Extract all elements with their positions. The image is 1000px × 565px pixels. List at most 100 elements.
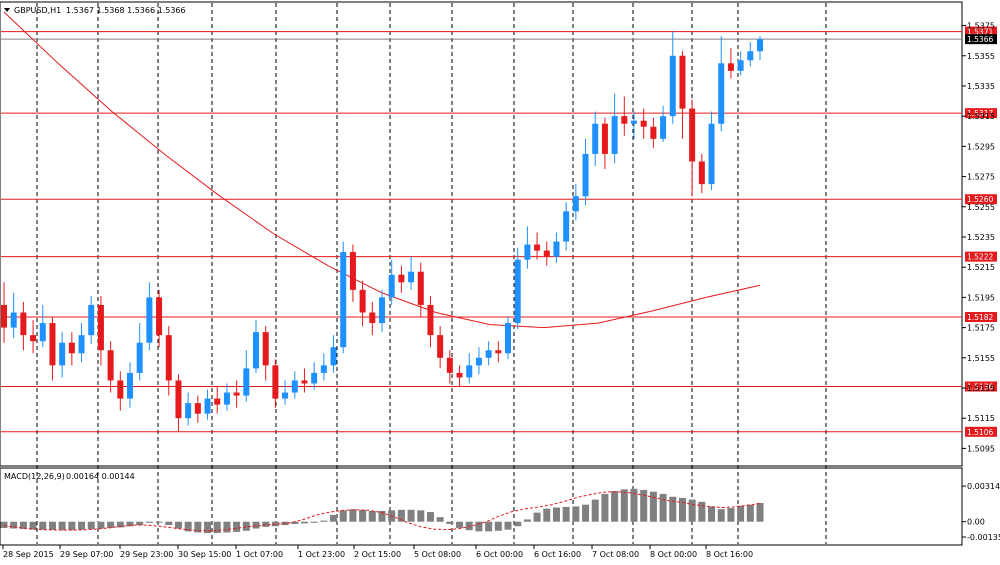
macd-histogram-bar: [562, 506, 570, 522]
macd-histogram-bar: [504, 521, 512, 530]
time-tick-label: 6 Oct 00:00: [476, 550, 523, 559]
candle-body: [446, 357, 453, 373]
level-price-tag: 1.5371: [965, 26, 997, 37]
time-tick-label: 1 Oct 07:00: [236, 550, 283, 559]
candle: [660, 105, 667, 142]
time-tick-label: 1 Oct 23:00: [298, 550, 345, 559]
candle-body: [456, 372, 463, 378]
candle-body: [582, 153, 589, 197]
price-tick-label: 1.5215: [967, 263, 995, 272]
symbol-timeframe: GBPUSD,H1: [14, 6, 61, 15]
macd-histogram-bar: [659, 493, 667, 522]
candle: [20, 301, 27, 351]
candle-body: [650, 126, 657, 139]
candle-body: [485, 350, 492, 358]
candle-body: [737, 60, 744, 71]
macd-histogram-bar: [746, 504, 754, 522]
candle-body: [534, 244, 541, 251]
macd-histogram-bar: [165, 521, 173, 526]
current-price-tag-label: 1.5366: [967, 35, 993, 44]
level-price-tag: 1.5136: [965, 381, 997, 392]
macd-histogram-bar: [174, 521, 182, 529]
candle: [456, 365, 463, 387]
candle: [107, 341, 114, 393]
candle-body: [757, 39, 763, 52]
candle-body: [311, 372, 318, 384]
macd-histogram-bar: [678, 497, 686, 522]
macd-histogram-bar: [475, 521, 483, 532]
candle-body: [427, 304, 434, 336]
candle-body: [475, 357, 482, 366]
macd-header: MACD(12,26,9) 0.00164 0.00144: [4, 472, 135, 481]
candle-body: [253, 332, 259, 369]
price-tick-label: 1.5115: [967, 414, 995, 423]
macd-tick-label: 0.00: [967, 518, 985, 527]
time-tick-label: 6 Oct 16:00: [534, 550, 581, 559]
candle: [117, 371, 124, 411]
candle-body: [175, 380, 182, 419]
macd-histogram-bar: [359, 509, 367, 522]
candle-body: [408, 271, 415, 283]
candle: [505, 317, 511, 360]
time-tick-label: 28 Sep 2015: [3, 550, 54, 559]
level-tag-bg: [965, 108, 997, 119]
level-tag-bg: [965, 251, 997, 262]
macd-tick-label: 0.00314: [967, 482, 1000, 491]
candle-body: [524, 244, 531, 260]
macd-histogram-bar: [87, 521, 95, 530]
candle: [592, 111, 599, 166]
candle: [194, 395, 201, 423]
macd-histogram-bar: [533, 512, 541, 522]
macd-histogram-bar: [126, 521, 134, 527]
price-axis[interactable]: 1.5375 1.5355 1.5335 1.5315 1.5295 1.5275 1.52…: [962, 22, 995, 454]
candle: [185, 392, 192, 426]
macd-pane-frame: [0, 467, 963, 546]
candle-body: [146, 297, 153, 343]
candle-body: [669, 55, 676, 117]
candle: [97, 295, 104, 366]
macd-histogram-bar: [397, 509, 405, 522]
time-axis[interactable]: 28 Sep 2015 29 Sep 07:00 29 Sep 23:00 30 Se…: [2, 545, 753, 559]
macd-histogram-bar: [485, 521, 493, 532]
macd-histogram-bar: [213, 521, 221, 534]
price-tick-label: 1.5255: [967, 203, 995, 212]
level-tag-label: 1.5371: [967, 28, 993, 37]
candle: [398, 265, 405, 293]
macd-histogram-bar: [368, 510, 376, 522]
candle-body: [214, 398, 221, 405]
candle: [708, 111, 715, 191]
macd-histogram-bar: [39, 521, 47, 530]
macd-histogram-bar: [407, 509, 415, 522]
macd-histogram-bar: [708, 506, 716, 522]
candle-body: [272, 365, 279, 399]
macd-histogram-bar: [552, 507, 560, 522]
candle-body: [611, 116, 618, 154]
macd-histogram-bar: [436, 517, 444, 522]
candle: [650, 117, 657, 148]
candle: [727, 48, 734, 79]
macd-histogram-bar: [727, 508, 735, 522]
macd-histogram-bar: [291, 521, 299, 524]
triangle-down-icon[interactable]: [4, 8, 10, 12]
macd-histogram-bar: [300, 521, 308, 524]
candle: [679, 51, 686, 139]
candle-body: [727, 63, 734, 71]
candle-body: [78, 335, 85, 354]
candle-body: [156, 297, 163, 336]
macd-histogram-bar: [339, 510, 347, 522]
candle-body: [10, 312, 17, 328]
macd-histogram-bar: [0, 521, 8, 528]
candle: [204, 389, 211, 420]
macd-histogram-bar: [155, 521, 163, 523]
level-price-tag: 1.5182: [965, 312, 997, 323]
candle: [631, 111, 637, 139]
macd-histogram-bar: [378, 510, 386, 522]
candle: [330, 335, 337, 373]
price-tick-label: 1.5135: [967, 384, 995, 393]
candle-body: [301, 380, 308, 384]
candle-body: [117, 380, 124, 399]
macd-histogram-bar: [136, 521, 144, 526]
moving-average: [3, 11, 761, 329]
candle-body: [49, 323, 56, 366]
